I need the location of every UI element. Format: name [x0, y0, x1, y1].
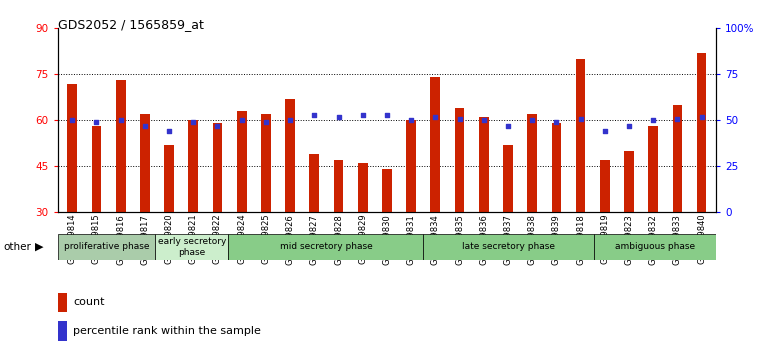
Text: GDS2052 / 1565859_at: GDS2052 / 1565859_at — [58, 18, 203, 31]
Point — [380, 112, 393, 118]
Bar — [600, 160, 610, 212]
Point — [357, 112, 369, 118]
Bar — [430, 78, 440, 212]
Bar — [594, 234, 716, 260]
Bar — [92, 126, 102, 212]
Bar — [58, 321, 68, 341]
Bar — [407, 120, 416, 212]
Point — [477, 118, 490, 123]
Bar — [310, 154, 319, 212]
Bar — [503, 145, 513, 212]
Bar — [672, 105, 682, 212]
Bar — [551, 124, 561, 212]
Point — [66, 118, 79, 123]
Bar — [455, 108, 464, 212]
Bar — [624, 151, 634, 212]
Text: early secretory
phase: early secretory phase — [158, 237, 226, 257]
Bar — [229, 234, 424, 260]
Bar — [358, 163, 367, 212]
Bar — [213, 124, 223, 212]
Point — [163, 129, 176, 134]
Bar — [648, 126, 658, 212]
Point — [671, 116, 684, 121]
Point — [308, 112, 320, 118]
Point — [574, 116, 587, 121]
Point — [90, 119, 102, 125]
Point — [211, 123, 223, 129]
Point — [647, 118, 659, 123]
Bar — [285, 99, 295, 212]
Point — [187, 119, 199, 125]
Bar — [382, 170, 392, 212]
Bar — [140, 114, 149, 212]
Text: other: other — [4, 242, 32, 252]
Bar — [116, 80, 126, 212]
Bar — [58, 234, 156, 260]
Bar — [479, 117, 489, 212]
Point — [598, 129, 611, 134]
Text: proliferative phase: proliferative phase — [64, 242, 149, 251]
Point — [333, 114, 345, 120]
Bar — [156, 234, 229, 260]
Point — [695, 114, 708, 120]
Bar — [237, 111, 246, 212]
Point — [502, 123, 514, 129]
Text: late secretory phase: late secretory phase — [462, 242, 555, 251]
Bar — [333, 160, 343, 212]
Point — [115, 118, 127, 123]
Bar — [576, 59, 585, 212]
Text: ambiguous phase: ambiguous phase — [615, 242, 695, 251]
Point — [259, 119, 272, 125]
Text: mid secretory phase: mid secretory phase — [280, 242, 373, 251]
Point — [405, 118, 417, 123]
Point — [623, 123, 635, 129]
Bar — [164, 145, 174, 212]
Bar — [697, 53, 706, 212]
Bar — [261, 114, 271, 212]
Point — [454, 116, 466, 121]
Point — [284, 118, 296, 123]
Text: percentile rank within the sample: percentile rank within the sample — [73, 326, 261, 336]
Point — [429, 114, 441, 120]
Point — [526, 118, 538, 123]
Point — [139, 123, 151, 129]
Bar — [424, 234, 594, 260]
Bar — [189, 120, 198, 212]
Bar — [58, 293, 68, 312]
Point — [236, 118, 248, 123]
Bar — [527, 114, 537, 212]
Text: count: count — [73, 297, 105, 307]
Text: ▶: ▶ — [35, 242, 43, 252]
Bar — [68, 84, 77, 212]
Point — [551, 119, 563, 125]
